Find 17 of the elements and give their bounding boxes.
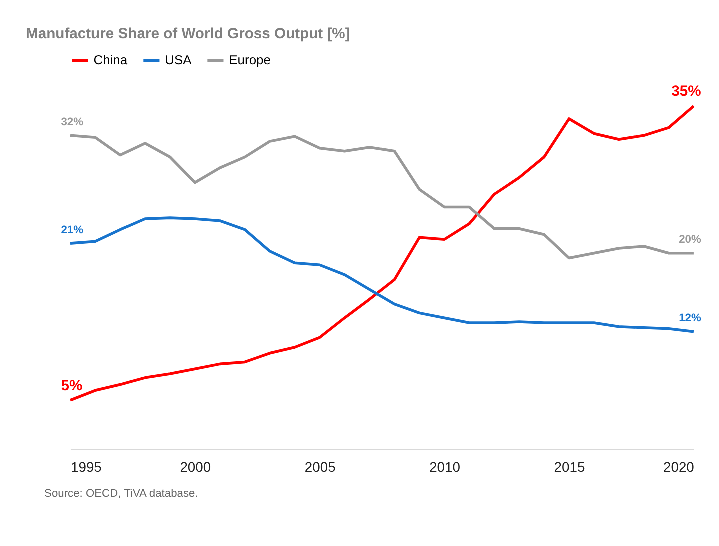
data-label: 5% [61,378,83,394]
legend-label: Europe [229,52,271,68]
legend-label: USA [165,52,192,68]
data-label: 21% [61,224,84,236]
data-label: 35% [672,84,702,100]
chart-title: Manufacture Share of World Gross Output [%] [26,26,350,43]
x-tick-label: 2000 [180,459,212,476]
x-tick-label: 2020 [663,459,695,476]
data-label: 12% [679,312,702,325]
x-tick-label: 2010 [430,459,461,476]
data-label: 20% [679,234,702,246]
x-tick-label: 1995 [70,459,102,476]
x-tick-label: 2005 [304,459,336,476]
x-tick-label: 2015 [554,459,586,476]
data-label: 32% [61,116,84,128]
legend-label: China [94,52,128,68]
source-note: Source: OECD, TiVA database. [44,488,198,500]
